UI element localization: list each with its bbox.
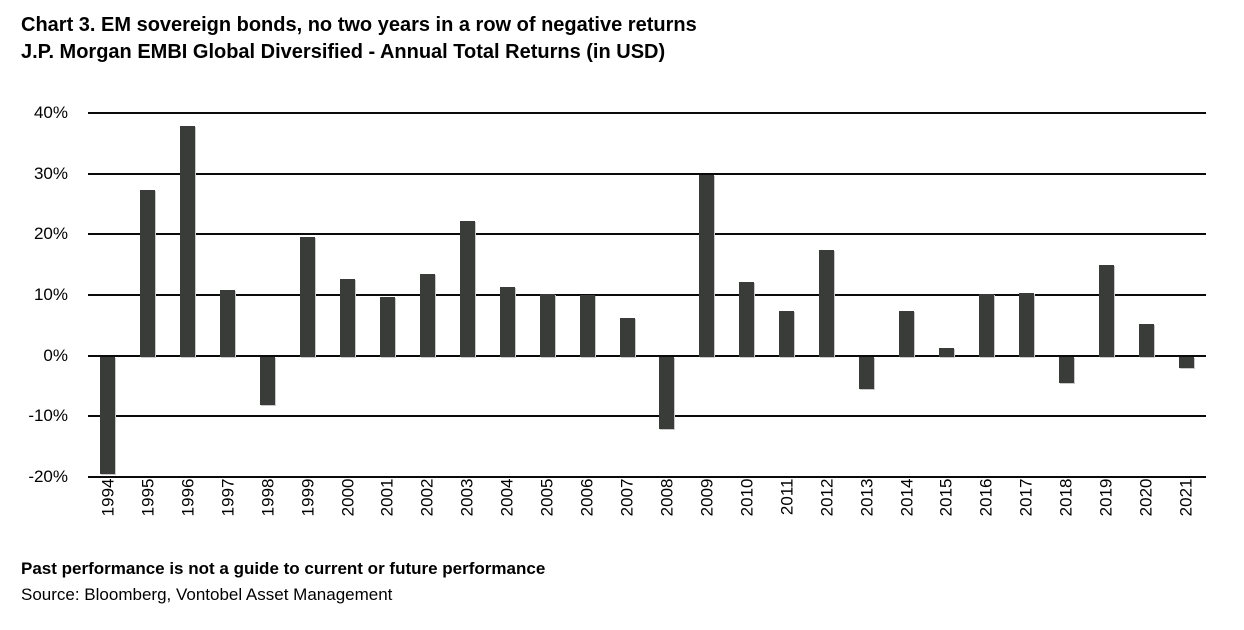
y-axis-tick-label: 30% (33, 163, 68, 183)
bar-2002 (419, 273, 435, 357)
bar-2010 (739, 281, 755, 357)
bar-2006 (579, 295, 595, 357)
chart-title: Chart 3. EM sovereign bonds, no two year… (21, 14, 697, 36)
x-label-2014: 2014 (897, 478, 917, 517)
footer-disclaimer: Past performance is not a guide to curre… (21, 559, 546, 578)
x-label-1996: 1996 (178, 478, 198, 517)
bar-2020 (1138, 323, 1154, 357)
bar-2000 (340, 278, 356, 357)
x-label-2008: 2008 (657, 478, 677, 517)
gridline-20 (88, 233, 1206, 236)
y-axis-tick-label: 20% (33, 224, 68, 244)
gridline-40 (88, 112, 1206, 114)
bar-1999 (300, 236, 316, 357)
bar-2004 (499, 286, 515, 357)
x-label-1997: 1997 (218, 478, 238, 517)
bar-2003 (459, 220, 475, 357)
y-axis-tick-label: -10% (28, 406, 68, 426)
gridline-0 (88, 354, 1206, 357)
bar-2007 (619, 318, 635, 357)
bar-2005 (539, 294, 555, 357)
x-label-2011: 2011 (777, 478, 797, 516)
x-label-2001: 2001 (377, 478, 397, 517)
bar-2018 (1058, 356, 1074, 383)
x-label-1999: 1999 (298, 478, 318, 517)
x-label-2013: 2013 (857, 478, 877, 517)
bar-2016 (978, 293, 994, 357)
x-label-1995: 1995 (138, 478, 158, 517)
bar-2013 (859, 356, 875, 389)
bar-2014 (899, 310, 915, 357)
x-label-2002: 2002 (417, 478, 437, 517)
x-label-2005: 2005 (537, 478, 557, 517)
x-label-2000: 2000 (338, 478, 358, 517)
bar-1994 (100, 356, 116, 474)
chart-subtitle: J.P. Morgan EMBI Global Diversified - An… (21, 41, 666, 63)
bar-2008 (659, 356, 675, 430)
x-label-2021: 2021 (1176, 478, 1196, 517)
y-axis-tick-label: 40% (33, 103, 68, 122)
gridline-30 (88, 172, 1206, 175)
y-axis-tick-label: -20% (28, 467, 68, 486)
footer-source: Source: Bloomberg, Vontobel Asset Manage… (21, 585, 393, 604)
x-label-1998: 1998 (258, 478, 278, 517)
bar-1998 (260, 356, 276, 406)
x-label-2020: 2020 (1136, 478, 1156, 517)
x-label-2017: 2017 (1016, 478, 1036, 517)
x-label-2016: 2016 (976, 478, 996, 517)
bar-2009 (699, 174, 715, 357)
bar-2015 (938, 348, 954, 357)
x-label-2012: 2012 (817, 478, 837, 517)
bar-2019 (1098, 264, 1114, 357)
gridline--20 (88, 476, 1206, 478)
bar-2017 (1018, 293, 1034, 357)
gridline--10 (88, 415, 1206, 418)
bar-2021 (1178, 356, 1194, 368)
x-label-2006: 2006 (577, 478, 597, 517)
y-axis-tick-label: 0% (43, 345, 68, 365)
title-block: Chart 3. EM sovereign bonds, no two year… (21, 12, 697, 66)
gridline-10 (88, 294, 1206, 296)
bar-2001 (379, 296, 395, 357)
bar-2012 (819, 250, 835, 357)
x-label-1994: 1994 (98, 478, 118, 517)
y-axis-tick-label: 10% (33, 285, 68, 304)
x-label-2004: 2004 (497, 478, 517, 517)
x-label-2009: 2009 (697, 478, 717, 517)
x-label-2018: 2018 (1056, 478, 1076, 517)
x-label-2007: 2007 (617, 478, 637, 517)
x-label-2019: 2019 (1096, 478, 1116, 517)
bar-1995 (140, 190, 156, 357)
bar-1996 (180, 126, 196, 357)
x-label-2010: 2010 (737, 478, 757, 517)
bar-1997 (220, 290, 236, 357)
x-label-2003: 2003 (457, 478, 477, 517)
bar-2011 (779, 311, 795, 357)
x-label-2015: 2015 (936, 478, 956, 517)
